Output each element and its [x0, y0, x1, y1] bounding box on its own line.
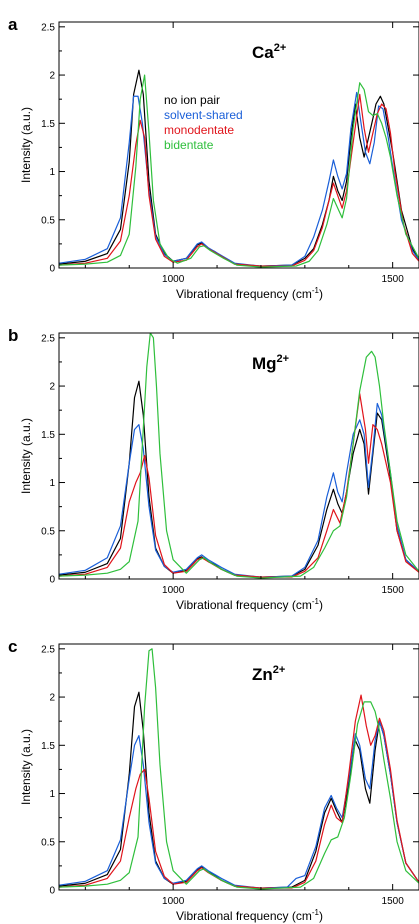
y-tick-label: 1	[49, 478, 55, 489]
plot-frame	[58, 332, 419, 580]
y-axis-label: Intensity (a.u.)	[19, 418, 33, 494]
y-tick-label: 0.5	[41, 526, 55, 537]
x-axis-label: Vibrational frequency (cm-1)	[176, 597, 323, 612]
x-axis-label: Vibrational frequency (cm-1)	[176, 286, 323, 301]
y-tick-label: 1	[49, 167, 55, 178]
plot-frame	[58, 643, 419, 891]
y-tick-label: 1.5	[41, 119, 55, 130]
series-group	[59, 69, 419, 268]
y-tick-label: 0	[49, 264, 55, 275]
panel-label: b	[8, 326, 18, 345]
y-tick-label: 2	[49, 693, 55, 704]
legend-entry: no ion pair	[164, 93, 220, 107]
series-line-monodentate	[59, 393, 419, 578]
series-group	[59, 333, 419, 579]
y-tick-label: 0.5	[41, 215, 55, 226]
legend-entry: bidentate	[164, 138, 214, 152]
series-line-no-ion-pair	[59, 69, 419, 267]
y-axis-label: Intensity (a.u.)	[19, 729, 33, 805]
y-tick-label: 1.5	[41, 430, 55, 441]
ion-label: Mg2+	[252, 353, 289, 373]
series-line-bidentate	[59, 333, 419, 579]
x-tick-label: 1000	[162, 896, 185, 907]
series-group	[59, 648, 419, 890]
series-line-bidentate	[59, 74, 419, 268]
legend: no ion pairsolvent-sharedmonodentatebide…	[164, 93, 243, 152]
legend-entry: monodentate	[164, 123, 234, 137]
y-tick-label: 0	[49, 886, 55, 897]
legend-entry: solvent-shared	[164, 108, 243, 122]
series-line-solvent-shared	[59, 91, 419, 267]
y-axis-label: Intensity (a.u.)	[19, 107, 33, 183]
series-line-monodentate	[59, 93, 419, 267]
x-tick-label: 1500	[382, 585, 405, 596]
panel-c: 1000 1500 0 0.5 1 1.5 2 2.5 Vibrational frequenc…	[8, 637, 419, 923]
plot-frame	[58, 21, 419, 269]
x-axis-label: Vibrational frequency (cm-1)	[176, 908, 323, 923]
ion-label: Zn2+	[252, 664, 285, 684]
panel-a: 1000 1500 0 0.5 1 1.5 2 2.5 Vibrational frequenc…	[8, 15, 419, 301]
panel-label: a	[8, 15, 18, 34]
y-tick-label: 2.5	[41, 333, 55, 344]
y-tick-label: 1.5	[41, 741, 55, 752]
y-tick-label: 2	[49, 382, 55, 393]
y-tick-label: 1	[49, 789, 55, 800]
y-tick-label: 2.5	[41, 22, 55, 33]
ion-label: Ca2+	[252, 42, 286, 62]
panel-b: 1000 1500 0 0.5 1 1.5 2 2.5 Vibrational frequenc…	[8, 326, 419, 612]
y-tick-label: 0	[49, 575, 55, 586]
panel-label: c	[8, 637, 17, 656]
y-tick-label: 0.5	[41, 837, 55, 848]
x-tick-label: 1000	[162, 585, 185, 596]
x-tick-label: 1500	[382, 896, 405, 907]
y-tick-label: 2.5	[41, 644, 55, 655]
series-line-bidentate	[59, 648, 419, 890]
x-tick-label: 1500	[382, 274, 405, 285]
series-line-no-ion-pair	[59, 380, 419, 578]
series-line-monodentate	[59, 694, 419, 889]
y-tick-label: 2	[49, 71, 55, 82]
x-tick-label: 1000	[162, 274, 185, 285]
